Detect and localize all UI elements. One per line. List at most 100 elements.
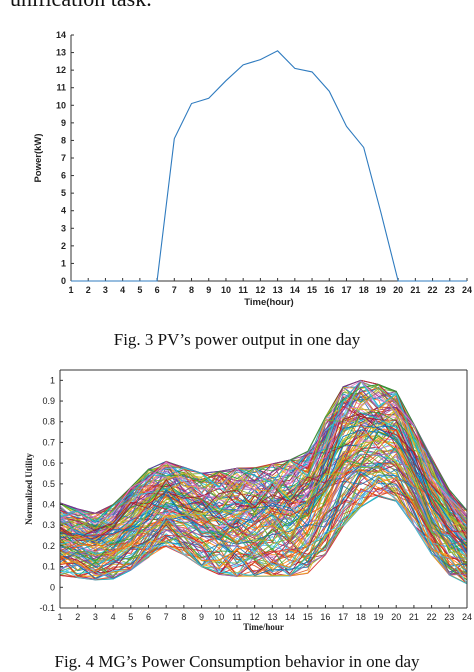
utility-series-line	[59, 438, 468, 559]
utility-series-line	[59, 486, 468, 584]
x-tick-label: 14	[285, 612, 295, 622]
x-tick-label: 23	[444, 612, 454, 622]
utility-series-line	[59, 401, 468, 536]
y-tick-label: 0.4	[42, 500, 55, 510]
utility-series-line	[59, 425, 468, 547]
x-tick-label: 12	[255, 285, 265, 295]
x-tick-label: 16	[324, 285, 334, 295]
x-tick-label: 19	[376, 285, 386, 295]
x-tick-label: 21	[409, 612, 419, 622]
y-tick-label: 10	[56, 100, 66, 110]
utility-series-line	[59, 380, 468, 528]
x-tick-label: 5	[128, 612, 133, 622]
x-tick-label: 8	[181, 612, 186, 622]
utility-series-line	[59, 384, 468, 522]
utility-series-line	[59, 379, 468, 523]
y-tick-label: 11	[56, 83, 66, 93]
x-tick-label: 14	[290, 285, 300, 295]
x-tick-label: 1	[68, 285, 73, 295]
utility-chart: -0.100.10.20.30.40.50.60.70.80.911 2 3 4 5 6 7…	[24, 369, 472, 632]
utility-series-line	[59, 465, 468, 565]
utility-series-line	[59, 439, 468, 561]
x-tick-label: 6	[146, 612, 151, 622]
utility-series-line	[59, 381, 468, 531]
utility-series-line	[59, 389, 468, 530]
x-tick-label: 24	[462, 612, 472, 622]
y-tick-label: 0.1	[42, 562, 55, 572]
utility-series-line	[59, 380, 468, 526]
utility-series-line	[59, 479, 468, 575]
preceding-paragraph-text: unification task.	[10, 0, 152, 12]
utility-series-line	[59, 475, 468, 573]
y-tick-label: 0.3	[42, 520, 55, 530]
y-tick-label: 13	[56, 48, 66, 58]
x-tick-label: 19	[374, 612, 384, 622]
utility-series-line	[59, 428, 468, 551]
x-tick-label: 2	[75, 612, 80, 622]
y-tick-label: 1	[50, 375, 55, 385]
x-tick-label: 16	[320, 612, 330, 622]
y-tick-label: 0.2	[42, 541, 55, 551]
utility-series-line	[59, 405, 468, 540]
x-tick-label: 1	[57, 612, 62, 622]
x-axis-label: Time/hour	[243, 622, 284, 632]
x-tick-label: 5	[137, 285, 142, 295]
x-tick-label: 21	[410, 285, 420, 295]
x-tick-label: 23	[445, 285, 455, 295]
y-tick-label: 5	[61, 188, 66, 198]
y-tick-label: 3	[61, 223, 66, 233]
x-tick-label: 13	[267, 612, 277, 622]
x-tick-label: 17	[338, 612, 348, 622]
utility-series-line	[59, 425, 468, 553]
figure-3-caption: Fig. 3 PV’s power output in one day	[113, 330, 361, 349]
utility-series-line	[59, 408, 468, 541]
utility-series-line	[59, 484, 468, 577]
x-tick-label: 12	[250, 612, 260, 622]
x-tick-label: 15	[303, 612, 313, 622]
x-tick-label: 13	[273, 285, 283, 295]
x-tick-label: 11	[232, 612, 241, 622]
x-tick-label: 20	[393, 285, 403, 295]
utility-series-line	[59, 476, 468, 583]
x-axis-label: Time(hour)	[244, 297, 293, 308]
utility-series-line	[59, 466, 468, 577]
y-tick-label: 0.8	[42, 417, 55, 427]
y-tick-label: 14	[56, 30, 66, 40]
x-tick-label: 18	[359, 285, 369, 295]
y-tick-label: 0	[61, 276, 66, 286]
y-axis-label: Power(kW)	[33, 133, 44, 182]
x-tick-label: 4	[120, 285, 125, 295]
utility-series-line	[59, 468, 468, 575]
figure-4-caption: Fig. 4 MG’s Power Consumption behavior i…	[54, 652, 420, 671]
y-tick-label: 0.5	[42, 479, 55, 489]
x-tick-label: 22	[428, 285, 438, 295]
utility-series-line	[59, 480, 468, 584]
utility-series-line	[59, 468, 468, 566]
x-tick-label: 17	[341, 285, 351, 295]
y-tick-label: 0.6	[42, 458, 55, 468]
x-tick-label: 3	[93, 612, 98, 622]
x-tick-label: 7	[172, 285, 177, 295]
y-tick-label: 0.7	[42, 437, 55, 447]
y-tick-label: 12	[56, 65, 66, 75]
utility-series-line	[59, 448, 468, 557]
y-tick-label: 6	[61, 171, 66, 181]
utility-series-line	[59, 451, 468, 561]
utility-series-line	[59, 423, 468, 539]
pv-series-line	[71, 50, 467, 282]
utility-series-line	[59, 411, 468, 535]
x-tick-label: 4	[111, 612, 116, 622]
x-tick-label: 18	[356, 612, 366, 622]
x-tick-label: 9	[206, 285, 211, 295]
x-tick-label: 9	[199, 612, 204, 622]
x-tick-label: 8	[189, 285, 194, 295]
x-tick-label: 11	[238, 285, 248, 295]
y-tick-label: 2	[61, 241, 66, 251]
y-tick-label: 1	[61, 258, 66, 268]
y-tick-label: 0.9	[42, 396, 55, 406]
x-tick-label: 24	[462, 285, 472, 295]
utility-series-line	[59, 409, 468, 551]
utility-series-line	[59, 471, 468, 579]
y-tick-label: 4	[61, 206, 66, 216]
